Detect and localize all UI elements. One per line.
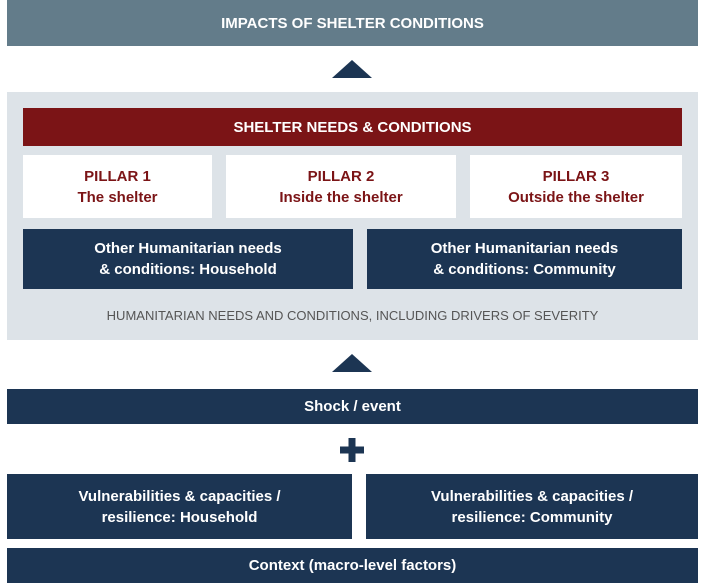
context-text: Context (macro-level factors) <box>248 557 457 574</box>
plus-sign <box>340 438 364 462</box>
other-needs-line: Other Humanitarian needs <box>430 240 619 257</box>
other-needs-line: & conditions: Household <box>99 261 277 278</box>
vulnerabilities-line: resilience: Community <box>451 508 613 526</box>
pillar-subtitle: Inside the shelter <box>279 188 403 206</box>
panel-footer-text: HUMANITARIAN NEEDS AND CONDITIONS, INCLU… <box>106 307 599 323</box>
vulnerabilities-line: Vulnerabilities & capacities / <box>78 487 281 505</box>
pillar-subtitle: The shelter <box>77 188 158 206</box>
vulnerabilities: Vulnerabilities & capacities / resilienc… <box>366 474 698 539</box>
pillar-title: PILLAR 1 <box>84 167 151 185</box>
impacts-title: IMPACTS OF SHELTER CONDITIONS <box>221 14 484 32</box>
context-bar: Context (macro-level factors) <box>7 548 698 583</box>
pillar: PILLAR 2 Inside the shelter <box>226 155 456 218</box>
shock-bar: Shock / event <box>7 389 698 424</box>
vulnerabilities-line: Vulnerabilities & capacities / <box>430 487 634 505</box>
vulnerabilities-line: resilience: Household <box>101 508 258 526</box>
pillar-title: PILLAR 2 <box>307 167 375 185</box>
panel-footer: HUMANITARIAN NEEDS AND CONDITIONS, INCLU… <box>7 302 698 328</box>
arrow-up <box>332 354 372 372</box>
other-needs-line: & conditions: Community <box>433 261 616 278</box>
other-needs: Other Humanitarian needs & conditions: H… <box>23 229 353 289</box>
arrow-up <box>332 60 372 78</box>
pillar: PILLAR 1 The shelter <box>23 155 212 218</box>
other-needs-line: Other Humanitarian needs <box>94 240 282 257</box>
shock-text: Shock / event <box>304 398 401 415</box>
pillar-title: PILLAR 3 <box>542 167 610 185</box>
vulnerabilities: Vulnerabilities & capacities / resilienc… <box>7 474 352 539</box>
shelter-header: SHELTER NEEDS & CONDITIONS <box>23 108 682 146</box>
other-needs: Other Humanitarian needs & conditions: C… <box>367 229 682 289</box>
pillar-subtitle: Outside the shelter <box>508 188 644 206</box>
pillar: PILLAR 3 Outside the shelter <box>470 155 682 218</box>
impacts-bar: IMPACTS OF SHELTER CONDITIONS <box>7 0 698 46</box>
shelter-header-text: SHELTER NEEDS & CONDITIONS <box>233 118 472 136</box>
